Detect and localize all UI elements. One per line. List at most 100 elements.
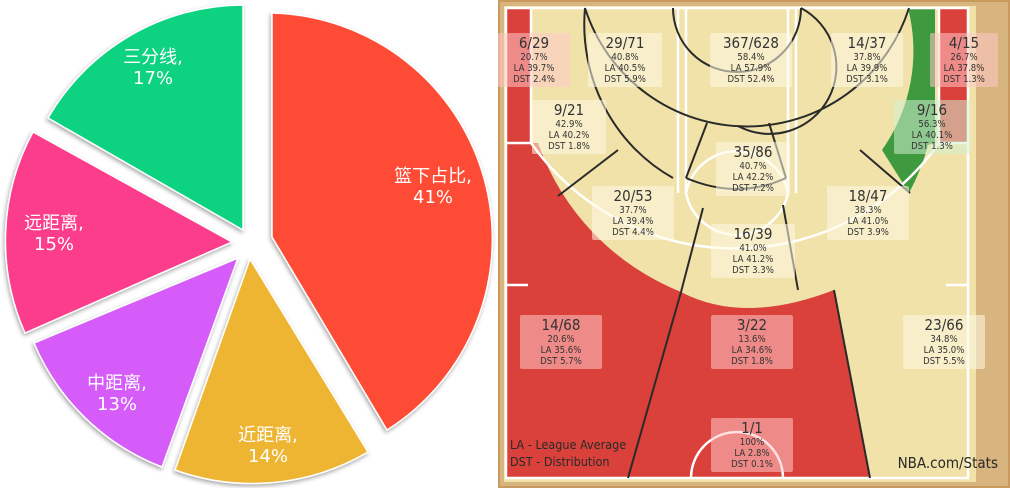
slice-name: 远距离, xyxy=(24,213,84,234)
zone-league-avg: LA 57.9% xyxy=(730,63,772,74)
zone-distribution: DST 1.3% xyxy=(911,141,953,152)
zone-fg-pct: 56.3% xyxy=(918,119,946,130)
zone-left-wing-3[interactable]: 29/71 40.8% LA 40.5% DST 5.9% xyxy=(588,33,662,87)
pie-slice-close-range[interactable] xyxy=(174,257,370,485)
slice-name: 篮下占比, xyxy=(394,166,472,187)
slice-value: 14% xyxy=(247,446,289,467)
zone-fraction: 29/71 xyxy=(605,34,645,52)
zone-distribution: DST 5.9% xyxy=(604,74,646,85)
zone-league-avg: LA 41.0% xyxy=(847,216,889,227)
zone-league-avg: LA 39.9% xyxy=(846,63,888,74)
zone-distribution: DST 3.1% xyxy=(846,74,888,85)
zone-league-avg: LA 39.7% xyxy=(513,63,555,74)
slice-value: 17% xyxy=(132,68,174,89)
zone-distribution: DST 2.4% xyxy=(513,74,555,85)
slice-name: 近距离, xyxy=(238,425,298,446)
zone-league-avg: LA 35.0% xyxy=(923,345,965,356)
zone-fraction: 35/86 xyxy=(733,143,773,161)
zone-fraction: 6/29 xyxy=(518,34,550,52)
slice-value: 13% xyxy=(96,394,138,415)
zone-backcourt[interactable]: 1/1 100% LA 2.8% DST 0.1% xyxy=(711,418,793,472)
pie-label-basket: 篮下占比, 41% xyxy=(394,166,472,208)
zone-right-corner-3[interactable]: 4/15 26.7% LA 37.8% DST 1.3% xyxy=(930,33,998,87)
slice-name: 三分线, xyxy=(123,47,183,68)
zone-fg-pct: 37.7% xyxy=(619,205,647,216)
zone-distribution: DST 5.5% xyxy=(923,356,965,367)
zone-league-avg: LA 2.8% xyxy=(734,448,770,459)
zone-right-wing-3[interactable]: 14/37 37.8% LA 39.9% DST 3.1% xyxy=(831,33,903,87)
zone-fraction: 1/1 xyxy=(741,419,763,437)
zone-league-avg: LA 42.2% xyxy=(732,172,774,183)
zone-league-avg: LA 37.8% xyxy=(943,63,985,74)
zone-top-of-key-3[interactable]: 3/22 13.6% LA 34.6% DST 1.8% xyxy=(711,315,793,369)
slice-value: 41% xyxy=(412,187,454,208)
zone-league-avg: LA 40.5% xyxy=(604,63,646,74)
zone-paint-non-ra[interactable]: 35/86 40.7% LA 42.2% DST 7.2% xyxy=(716,142,790,196)
zone-league-avg: LA 41.2% xyxy=(732,254,774,265)
pie-label-long-range: 远距离, 15% xyxy=(24,213,84,255)
pie-chart xyxy=(4,4,493,485)
zone-distribution: DST 3.9% xyxy=(847,227,889,238)
zone-fg-pct: 40.7% xyxy=(739,161,767,172)
zone-distribution: DST 0.1% xyxy=(731,459,773,470)
zone-fg-pct: 41.0% xyxy=(739,243,767,254)
zone-distribution: DST 1.8% xyxy=(548,141,590,152)
zone-top-key-mid[interactable]: 16/39 41.0% LA 41.2% DST 3.3% xyxy=(711,224,795,278)
pie-slice-three-point[interactable] xyxy=(46,4,244,232)
zone-league-avg: LA 40.1% xyxy=(911,130,953,141)
zone-fraction: 3/22 xyxy=(736,316,768,334)
zone-right-baseline-mid[interactable]: 9/16 56.3% LA 40.1% DST 1.3% xyxy=(894,100,970,154)
pie-label-close-range: 近距离, 14% xyxy=(238,425,298,467)
zone-distribution: DST 1.3% xyxy=(943,74,985,85)
zone-distribution: DST 7.2% xyxy=(732,183,774,194)
shot-chart-panel: 6/29 20.7% LA 39.7% DST 2.4% 29/71 40.8%… xyxy=(498,0,1010,488)
pie-slice-basket[interactable] xyxy=(271,12,493,432)
zone-league-avg: LA 35.6% xyxy=(540,345,582,356)
zone-fraction: 4/15 xyxy=(948,34,980,52)
zone-fg-pct: 42.9% xyxy=(555,119,583,130)
zone-left-baseline-mid[interactable]: 9/21 42.9% LA 40.2% DST 1.8% xyxy=(532,100,606,154)
zone-league-avg: LA 40.2% xyxy=(548,130,590,141)
nba-stats-watermark: NBA.com/Stats xyxy=(897,454,998,472)
zone-distribution: DST 5.7% xyxy=(540,356,582,367)
zone-fg-pct: 26.7% xyxy=(950,52,978,63)
zone-fraction: 14/68 xyxy=(541,316,581,334)
zone-fg-pct: 20.7% xyxy=(520,52,548,63)
zone-fg-pct: 58.4% xyxy=(737,52,765,63)
zone-fraction: 16/39 xyxy=(733,225,773,243)
zone-distribution: DST 4.4% xyxy=(612,227,654,238)
zone-fraction: 18/47 xyxy=(848,187,888,205)
zone-left-above-break-3[interactable]: 14/68 20.6% LA 35.6% DST 5.7% xyxy=(520,315,602,369)
zone-fg-pct: 34.8% xyxy=(930,334,958,345)
zone-fraction: 367/628 xyxy=(722,34,780,52)
zone-right-elbow-mid[interactable]: 18/47 38.3% LA 41.0% DST 3.9% xyxy=(827,186,909,240)
zone-distribution: DST 52.4% xyxy=(727,74,775,85)
zone-fraction: 14/37 xyxy=(847,34,887,52)
zone-fg-pct: 37.8% xyxy=(853,52,881,63)
zone-fg-pct: 13.6% xyxy=(738,334,766,345)
slice-name: 中距离, xyxy=(87,373,147,394)
pie-label-mid-range: 中距离, 13% xyxy=(87,373,147,415)
zone-fraction: 9/21 xyxy=(553,101,585,119)
zone-fraction: 9/16 xyxy=(916,101,948,119)
zone-fraction: 20/53 xyxy=(613,187,653,205)
zone-league-avg: LA 39.4% xyxy=(612,216,654,227)
legend-league-average: LA - League Average xyxy=(510,437,627,452)
zone-fraction: 23/66 xyxy=(924,316,964,334)
pie-chart-panel: 篮下占比, 41% 近距离, 14% 中距离, 13% 远距离, 15% 三分线… xyxy=(0,0,500,488)
zone-left-corner-3[interactable]: 6/29 20.7% LA 39.7% DST 2.4% xyxy=(498,33,570,87)
pie-slice-mid-range[interactable] xyxy=(33,256,240,468)
pie-label-three-point: 三分线, 17% xyxy=(123,47,183,89)
zone-distribution: DST 3.3% xyxy=(732,265,774,276)
zone-fg-pct: 40.8% xyxy=(611,52,639,63)
zone-distribution: DST 1.8% xyxy=(731,356,773,367)
zone-league-avg: LA 34.6% xyxy=(731,345,773,356)
zone-fg-pct: 38.3% xyxy=(854,205,882,216)
legend-distribution: DST - Distribution xyxy=(510,454,610,469)
zone-right-above-break-3[interactable]: 23/66 34.8% LA 35.0% DST 5.5% xyxy=(903,315,985,369)
zone-fg-pct: 100% xyxy=(739,437,765,448)
zone-left-elbow-mid[interactable]: 20/53 37.7% LA 39.4% DST 4.4% xyxy=(592,186,674,240)
zone-restricted-area[interactable]: 367/628 58.4% LA 57.9% DST 52.4% xyxy=(710,33,792,87)
pie-slice-long-range[interactable] xyxy=(4,130,234,334)
slice-value: 15% xyxy=(33,234,75,255)
